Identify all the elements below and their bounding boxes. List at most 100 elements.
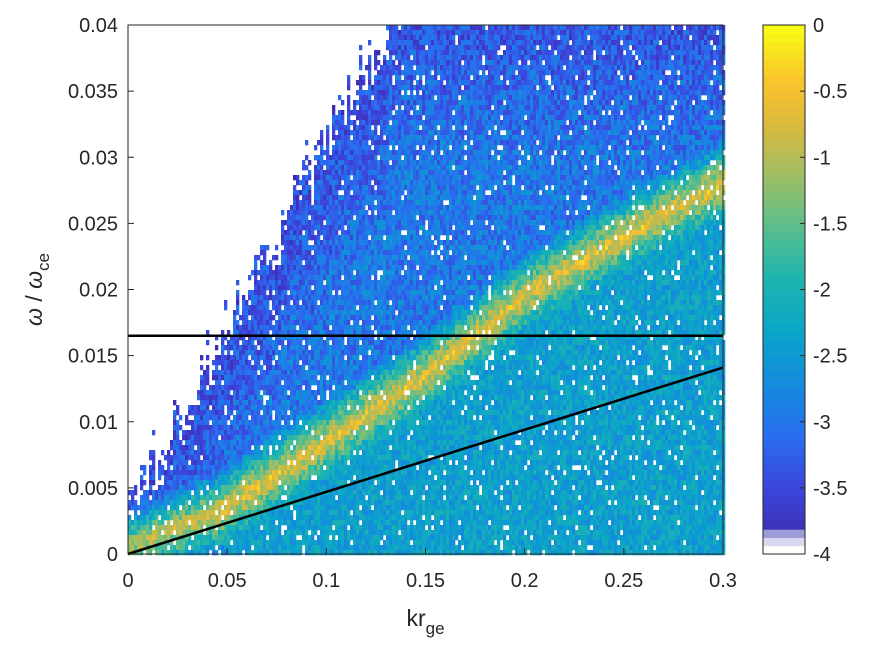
- heatmap-cell: [254, 265, 258, 271]
- heatmap-cell: [371, 495, 375, 501]
- heatmap-cell: [278, 475, 282, 481]
- heatmap-cell: [392, 540, 396, 546]
- heatmap-cell: [380, 465, 384, 471]
- heatmap-cell: [365, 140, 369, 146]
- heatmap-cell: [161, 520, 165, 526]
- heatmap-cell: [386, 95, 390, 101]
- heatmap-cell: [335, 305, 339, 311]
- heatmap-cell: [284, 400, 288, 406]
- heatmap-cell: [350, 275, 354, 281]
- heatmap-cell: [365, 465, 369, 471]
- heatmap-cell: [197, 550, 201, 556]
- heatmap-cell: [356, 235, 360, 241]
- heatmap-cell: [200, 415, 204, 421]
- heatmap-cell: [281, 345, 285, 351]
- heatmap-cell: [389, 135, 393, 141]
- heatmap-cell: [290, 455, 294, 461]
- heatmap-cell: [305, 230, 309, 236]
- heatmap-cell: [212, 400, 216, 406]
- heatmap-cell: [218, 445, 222, 451]
- heatmap-cell: [293, 350, 297, 356]
- heatmap-cell: [347, 310, 351, 316]
- heatmap-cell: [275, 525, 279, 531]
- heatmap-cell: [371, 190, 375, 196]
- heatmap-cell: [212, 405, 216, 411]
- heatmap-cell: [308, 500, 312, 506]
- heatmap-cell: [326, 265, 330, 271]
- heatmap-cell: [260, 300, 264, 306]
- heatmap-cell: [386, 130, 390, 136]
- heatmap-cell: [368, 510, 372, 516]
- heatmap-cell: [251, 295, 255, 301]
- heatmap-cell: [260, 435, 264, 441]
- heatmap-cell: [305, 245, 309, 251]
- heatmap-cell: [182, 465, 186, 471]
- heatmap-cell: [395, 380, 399, 386]
- heatmap-cell: [377, 480, 381, 486]
- heatmap-cell: [284, 540, 288, 546]
- heatmap-cell: [368, 520, 372, 526]
- heatmap-cell: [164, 505, 168, 511]
- heatmap-cell: [272, 280, 276, 286]
- heatmap-cell: [224, 335, 228, 341]
- heatmap-cell: [272, 510, 276, 516]
- heatmap-cell: [131, 540, 135, 546]
- heatmap-cell: [158, 520, 162, 526]
- heatmap-cell: [299, 330, 303, 336]
- heatmap-cell: [278, 400, 282, 406]
- heatmap-cell: [263, 355, 267, 361]
- heatmap-cell: [185, 455, 189, 461]
- heatmap-cell: [359, 285, 363, 291]
- heatmap-cell: [389, 150, 393, 156]
- heatmap-cell: [323, 295, 327, 301]
- heatmap-cell: [347, 170, 351, 176]
- heatmap-cell: [374, 415, 378, 421]
- heatmap-cell: [230, 525, 234, 531]
- heatmap-cell: [362, 470, 366, 476]
- heatmap-cell: [386, 480, 390, 486]
- heatmap-cell: [284, 460, 288, 466]
- heatmap-cell: [359, 380, 363, 386]
- heatmap-cell: [377, 360, 381, 366]
- heatmap-cell: [344, 290, 348, 296]
- heatmap-cell: [338, 400, 342, 406]
- heatmap-cell: [203, 390, 207, 396]
- heatmap-cell: [371, 100, 375, 106]
- heatmap-cell: [362, 245, 366, 251]
- heatmap-cell: [320, 370, 324, 376]
- heatmap-cell: [299, 235, 303, 241]
- heatmap-cell: [185, 480, 189, 486]
- heatmap-cell: [272, 430, 276, 436]
- heatmap-cell: [293, 465, 297, 471]
- heatmap-cell: [320, 165, 324, 171]
- heatmap-cell: [341, 465, 345, 471]
- heatmap-cell: [320, 470, 324, 476]
- heatmap-cell: [359, 170, 363, 176]
- heatmap-cell: [353, 295, 357, 301]
- heatmap-cell: [176, 450, 180, 456]
- heatmap-cell: [341, 500, 345, 506]
- heatmap-cell: [197, 510, 201, 516]
- heatmap-cell: [323, 200, 327, 206]
- heatmap-cell: [383, 480, 387, 486]
- heatmap-cell: [338, 210, 342, 216]
- heatmap-cell: [269, 500, 273, 506]
- heatmap-cell: [236, 325, 240, 331]
- heatmap-cell: [251, 315, 255, 321]
- heatmap-cell: [263, 260, 267, 266]
- heatmap-cell: [365, 525, 369, 531]
- heatmap-cell: [335, 400, 339, 406]
- heatmap-cell: [227, 425, 231, 431]
- heatmap-cell: [377, 50, 381, 56]
- heatmap-cell: [335, 435, 339, 441]
- heatmap-cell: [284, 415, 288, 421]
- heatmap-cell: [389, 190, 393, 196]
- heatmap-cell: [257, 440, 261, 446]
- heatmap-cell: [371, 105, 375, 111]
- heatmap-cell: [359, 345, 363, 351]
- heatmap-cell: [389, 360, 393, 366]
- heatmap-cell: [224, 450, 228, 456]
- heatmap-cell: [302, 380, 306, 386]
- heatmap-cell: [392, 470, 396, 476]
- heatmap-cell: [194, 550, 198, 556]
